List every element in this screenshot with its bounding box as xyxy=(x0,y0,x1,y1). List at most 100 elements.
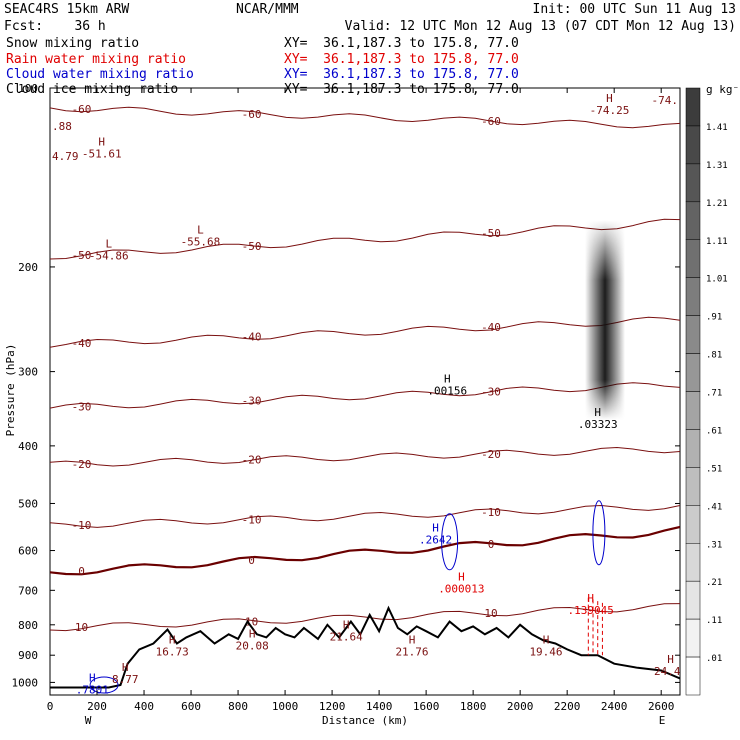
colorbar-swatch xyxy=(685,201,701,240)
extremum-marker: L xyxy=(105,238,112,251)
colorbar-label: .01 xyxy=(706,654,722,664)
colorbar-label: 1.01 xyxy=(706,275,728,285)
isotherm-label: -40 xyxy=(242,331,262,344)
extremum-marker: H xyxy=(587,592,594,605)
isotherm-label: -60 xyxy=(242,108,262,121)
east-label: E xyxy=(659,714,666,727)
isotherm-m30 xyxy=(50,382,680,409)
field-xy-rain: XY= 36.1,187.3 to 175.8, 77.0 xyxy=(284,52,519,67)
west-label: W xyxy=(85,714,92,727)
forecast-hour: Fcst: 36 h xyxy=(4,19,106,34)
colorbar-swatch xyxy=(685,429,701,468)
plot-frame xyxy=(49,87,681,696)
extremum-value: 21.64 xyxy=(330,630,363,643)
x-tick-label: 1200 xyxy=(319,700,346,713)
extremum-value: -51.61 xyxy=(82,148,122,161)
extremum-value: .03323 xyxy=(578,418,618,431)
x-tick-label: 200 xyxy=(87,700,107,713)
isotherm-0 xyxy=(50,525,680,576)
x-tick-label: 2200 xyxy=(554,700,581,713)
field-xy-cloud-ice: XY= 36.1,187.3 to 175.8, 77.0 xyxy=(284,82,519,97)
field-xy-snow: XY= 36.1,187.3 to 175.8, 77.0 xyxy=(284,36,519,51)
isotherm-label: -20 xyxy=(481,448,501,461)
colorbar-label: 1.31 xyxy=(706,161,728,171)
colorbar-label: .41 xyxy=(706,502,722,512)
x-tick-label: 1400 xyxy=(366,700,393,713)
isotherm-label: -40 xyxy=(481,321,501,334)
terrain-profile xyxy=(50,605,680,689)
extremum-value: .2642 xyxy=(419,533,452,546)
colorbar-swatch xyxy=(685,580,701,620)
colorbar-swatch xyxy=(685,87,701,127)
extremum-marker: H xyxy=(458,571,465,584)
colorbar-label: .11 xyxy=(706,616,722,626)
colorbar-swatch xyxy=(685,467,701,506)
x-tick-label: 1800 xyxy=(460,700,487,713)
extremum-marker: H xyxy=(667,653,674,666)
extremum-value: 24.46 xyxy=(654,665,687,678)
model-title: SEAC4RS 15km ARW xyxy=(4,2,129,17)
extremum-marker: H xyxy=(432,521,439,534)
isotherm-m50 xyxy=(50,218,680,260)
isotherm-m10 xyxy=(50,504,680,528)
valid-time: Valid: 12 UTC Mon 12 Aug 13 (07 CDT Mon … xyxy=(345,19,736,34)
y-tick-label: 400 xyxy=(18,440,38,453)
snow-column-shading xyxy=(585,220,625,420)
isotherm-label: -30 xyxy=(242,394,262,407)
field-xy-cloud-water: XY= 36.1,187.3 to 175.8, 77.0 xyxy=(284,67,519,82)
isotherm-label: -10 xyxy=(72,519,92,532)
init-time: Init: 00 UTC Sun 11 Aug 13 xyxy=(533,2,737,17)
y-tick-label: 900 xyxy=(18,649,38,662)
extremum-marker: H xyxy=(543,633,550,646)
colorbar-label: .71 xyxy=(706,389,722,399)
cloud-water-contour xyxy=(592,500,606,566)
isotherm-label: 0 xyxy=(78,565,85,578)
extremum-value: .7801 xyxy=(76,684,109,697)
colorbar-swatch xyxy=(685,543,701,582)
org-label: NCAR/MMM xyxy=(236,2,299,17)
isotherm-label: -50 xyxy=(481,227,501,240)
extremum-value: -54.86 xyxy=(89,250,129,263)
edge-value: -74. xyxy=(652,94,679,107)
extremum-marker: H xyxy=(249,627,256,640)
y-tick-label: 1000 xyxy=(12,676,39,689)
x-tick-label: 2600 xyxy=(648,700,675,713)
isotherm-m20 xyxy=(50,446,680,467)
isotherm-label: -60 xyxy=(481,115,501,128)
colorbar-swatch xyxy=(685,239,701,278)
isotherm-label: -20 xyxy=(72,458,92,471)
y-tick-label: 600 xyxy=(18,545,38,558)
extremum-marker: L xyxy=(197,224,204,237)
x-tick-label: 800 xyxy=(228,700,248,713)
extremum-marker: H xyxy=(169,633,176,646)
colorbar-swatch xyxy=(685,353,701,392)
y-tick-label: 300 xyxy=(18,366,38,379)
colorbar-label: .21 xyxy=(706,578,722,588)
colorbar-swatch xyxy=(685,315,701,354)
colorbar-units: g kg⁻¹ xyxy=(706,83,740,96)
colorbar-label: 1.11 xyxy=(706,237,728,247)
colorbar-label: .91 xyxy=(706,313,722,323)
colorbar-swatch xyxy=(685,277,701,316)
extremum-marker: H xyxy=(122,661,129,674)
isotherm-label: -20 xyxy=(242,454,262,467)
x-tick-label: 1600 xyxy=(413,700,440,713)
colorbar-label: .61 xyxy=(706,426,722,436)
field-label-cloud-ice: Cloud ice mixing ratio xyxy=(6,82,178,97)
isotherm-label: -30 xyxy=(481,385,501,398)
y-tick-label: 200 xyxy=(18,261,38,274)
isotherm-label: 0 xyxy=(488,538,495,551)
isotherm-m40 xyxy=(50,316,680,348)
y-tick-label: 500 xyxy=(18,497,38,510)
colorbar-label: .81 xyxy=(706,351,722,361)
isotherm-m60 xyxy=(50,106,680,129)
isotherm-label: -10 xyxy=(242,514,262,527)
isotherm-label: -50 xyxy=(72,249,92,262)
extremum-value: -74.25 xyxy=(590,104,630,117)
extremum-marker: H xyxy=(606,92,613,105)
field-label-rain: Rain water mixing ratio xyxy=(6,52,186,67)
edge-value: 4.79 xyxy=(52,150,79,163)
x-tick-label: 1000 xyxy=(272,700,299,713)
extremum-marker: H xyxy=(343,618,350,631)
colorbar-swatch xyxy=(685,391,701,430)
